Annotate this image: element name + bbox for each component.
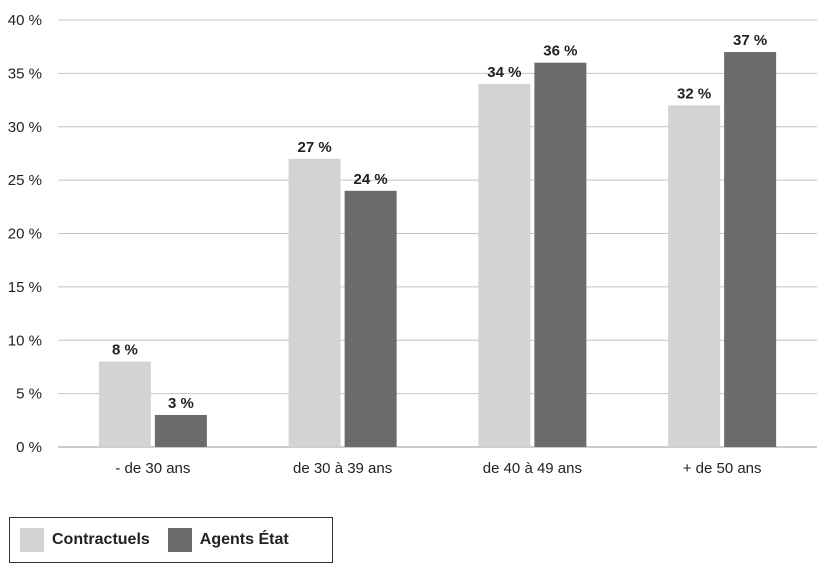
x-category-label: - de 30 ans [115, 460, 190, 477]
bar-contractuels [288, 158, 341, 447]
bar-agents-etat [154, 414, 207, 447]
legend-label-contractuels: Contractuels [52, 531, 150, 548]
data-label: 34 % [487, 64, 521, 81]
labels: 0 % 5 % 10 % 15 % 20 % 25 % 30 % 35 % 40 % 8 % 3 %… [8, 12, 767, 477]
bar-contractuels [98, 361, 151, 447]
data-label: 32 % [677, 85, 711, 102]
legend-item-agents-etat: Agents État [167, 528, 289, 552]
legend-label-agents-etat: Agents État [199, 531, 289, 548]
data-label: 24 % [354, 171, 388, 188]
data-label: 3 % [168, 395, 194, 412]
x-category-label: de 30 à 39 ans [293, 460, 392, 477]
y-tick-label: 20 % [8, 226, 42, 243]
bar-chart: 0 % 5 % 10 % 15 % 20 % 25 % 30 % 35 % 40 % 8 % 3 %… [8, 12, 817, 477]
bar-contractuels [478, 84, 531, 448]
legend-swatch-agents-etat [167, 528, 192, 552]
y-tick-label: 35 % [8, 65, 42, 82]
legend-swatch-contractuels [20, 528, 44, 552]
y-tick-label: 5 % [16, 386, 42, 403]
x-category-label: + de 50 ans [683, 460, 762, 477]
data-label: 36 % [543, 43, 577, 60]
bar-agents-etat [344, 190, 397, 448]
y-tick-label: 15 % [8, 279, 42, 296]
y-tick-label: 30 % [8, 119, 42, 136]
bars [98, 52, 777, 448]
gridlines [58, 19, 817, 448]
legend: Contractuels Agents État [9, 517, 333, 563]
y-tick-label: 25 % [8, 172, 42, 189]
data-label: 27 % [298, 139, 332, 156]
data-label: 37 % [733, 32, 767, 49]
y-tick-label: 40 % [8, 12, 42, 29]
x-category-label: de 40 à 49 ans [483, 460, 582, 477]
bar-agents-etat [534, 62, 587, 447]
data-label: 8 % [112, 342, 138, 359]
bar-contractuels [668, 105, 721, 448]
bar-agents-etat [724, 52, 777, 448]
legend-item-contractuels: Contractuels [20, 528, 150, 552]
y-tick-label: 10 % [8, 332, 42, 349]
y-tick-label: 0 % [16, 439, 42, 456]
